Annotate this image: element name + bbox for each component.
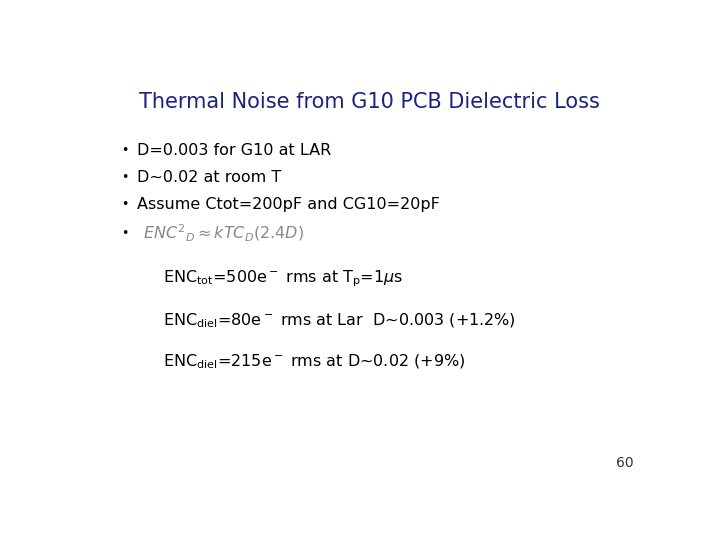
Text: $ENC^2{}_D \approx kTC_D(2.4D)$: $ENC^2{}_D \approx kTC_D(2.4D)$ [143, 222, 304, 244]
Text: D=0.003 for G10 at LAR: D=0.003 for G10 at LAR [138, 143, 332, 158]
Text: ENC$_{\mathregular{diel}}$=215e$^-$ rms at D~0.02 (+9%): ENC$_{\mathregular{diel}}$=215e$^-$ rms … [163, 353, 465, 372]
Text: •: • [121, 198, 128, 211]
Text: Assume Ctot=200pF and CG10=20pF: Assume Ctot=200pF and CG10=20pF [138, 197, 441, 212]
Text: •: • [121, 144, 128, 157]
Text: D~0.02 at room T: D~0.02 at room T [138, 170, 282, 185]
Text: 60: 60 [616, 456, 634, 470]
Text: Thermal Noise from G10 PCB Dielectric Loss: Thermal Noise from G10 PCB Dielectric Lo… [138, 92, 600, 112]
Text: ENC$_{\mathregular{diel}}$=80e$^-$ rms at Lar  D~0.003 (+1.2%): ENC$_{\mathregular{diel}}$=80e$^-$ rms a… [163, 312, 515, 330]
Text: •: • [121, 227, 128, 240]
Text: •: • [121, 171, 128, 184]
Text: ENC$_{\mathregular{tot}}$=500e$^-$ rms at T$_{\mathregular{p}}$=1$\mu$s: ENC$_{\mathregular{tot}}$=500e$^-$ rms a… [163, 268, 402, 289]
